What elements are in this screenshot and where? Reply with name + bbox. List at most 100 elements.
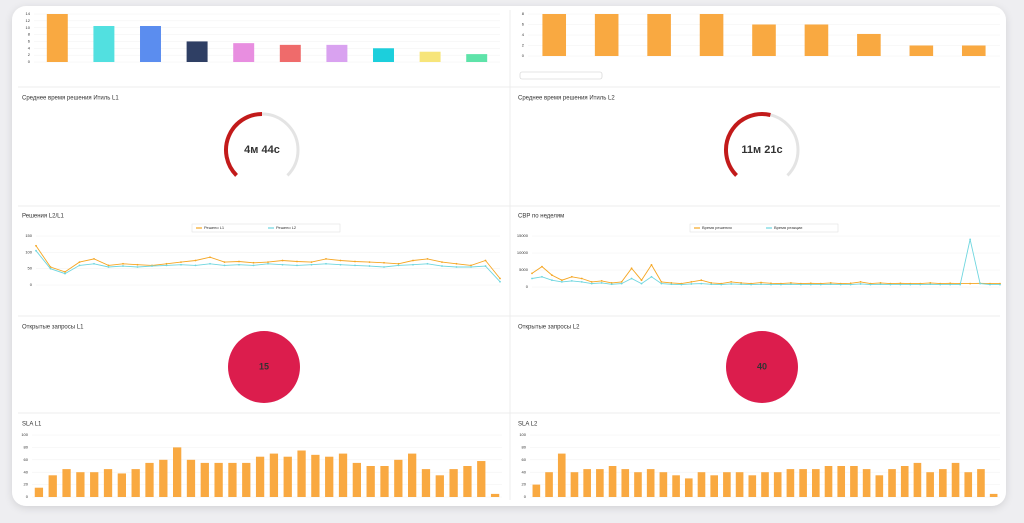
point [412, 263, 414, 266]
bar [647, 14, 671, 56]
point [829, 282, 832, 284]
point [368, 265, 371, 267]
bar [373, 48, 394, 62]
point [107, 264, 110, 267]
bar [48, 475, 57, 497]
kpi-circle [228, 331, 300, 403]
y-tick-label: 8 [28, 32, 31, 37]
point [252, 264, 255, 267]
point [560, 281, 563, 283]
point [397, 264, 400, 267]
point [194, 264, 197, 267]
bar [583, 469, 591, 497]
point [339, 263, 342, 266]
point [151, 265, 153, 267]
bar [93, 26, 115, 62]
bar [394, 459, 403, 497]
bar [752, 24, 776, 56]
bar [804, 24, 829, 56]
point [640, 279, 643, 282]
bar [621, 469, 630, 497]
point [267, 262, 269, 265]
point [455, 262, 458, 265]
dropdown[interactable] [519, 71, 603, 80]
bar [977, 469, 985, 497]
bar [862, 469, 871, 497]
bar [748, 475, 757, 497]
y-tick-label: 4 [522, 32, 525, 37]
point [551, 279, 553, 282]
chart-title: Решения L2/L1 [22, 214, 64, 220]
point [780, 283, 782, 286]
bar [140, 26, 161, 62]
point [339, 259, 342, 262]
chart-title: Среднее время решения Итиль L2 [518, 96, 615, 102]
point [580, 277, 583, 280]
bar [926, 472, 934, 497]
y-tick-label: 0 [526, 284, 529, 289]
point [610, 283, 613, 286]
bar [463, 466, 472, 497]
point [238, 263, 240, 266]
bar [542, 14, 567, 56]
point [680, 283, 683, 286]
point [570, 279, 573, 282]
point [859, 283, 862, 285]
legend-label: Решено L2 [276, 225, 297, 230]
chart-title: Среднее время решения Итиль L1 [22, 96, 119, 102]
bar [545, 472, 553, 497]
point [281, 263, 284, 266]
point [484, 259, 487, 262]
y-tick-label: 6 [28, 38, 31, 43]
bar [532, 484, 541, 497]
series-line [531, 239, 1000, 286]
bar [824, 466, 833, 497]
point [670, 282, 673, 284]
point [180, 261, 182, 264]
bar [761, 472, 769, 497]
kpi-value: 40 [757, 361, 767, 371]
bar [477, 461, 486, 497]
y-tick-label: 100 [519, 432, 526, 437]
bar [837, 466, 846, 497]
point [368, 261, 371, 264]
point [122, 262, 124, 265]
point [760, 281, 762, 284]
point [455, 266, 458, 268]
point [789, 282, 792, 284]
y-tick-label: 100 [25, 249, 32, 254]
point [541, 275, 543, 278]
bar [200, 462, 209, 497]
bar [131, 469, 140, 497]
bar [799, 469, 807, 497]
point [919, 283, 922, 286]
bar [596, 469, 604, 497]
y-tick-label: 4 [28, 45, 31, 50]
bar [684, 478, 693, 497]
point [49, 267, 52, 270]
point [209, 256, 211, 259]
point [849, 282, 852, 285]
point [590, 281, 593, 283]
bar [76, 472, 85, 497]
kpi-circle [726, 331, 798, 403]
point [889, 283, 892, 286]
point [740, 282, 743, 284]
point [809, 282, 812, 285]
bar [380, 466, 389, 497]
bar [325, 456, 334, 497]
point [620, 282, 623, 285]
point [690, 281, 693, 283]
point [969, 282, 972, 285]
point [296, 260, 298, 263]
point [909, 283, 912, 286]
point [600, 282, 603, 284]
point [949, 282, 952, 285]
bar [608, 466, 617, 497]
point [470, 266, 472, 268]
bar [594, 14, 619, 56]
point [839, 283, 842, 286]
point [670, 283, 673, 286]
point [296, 264, 298, 267]
